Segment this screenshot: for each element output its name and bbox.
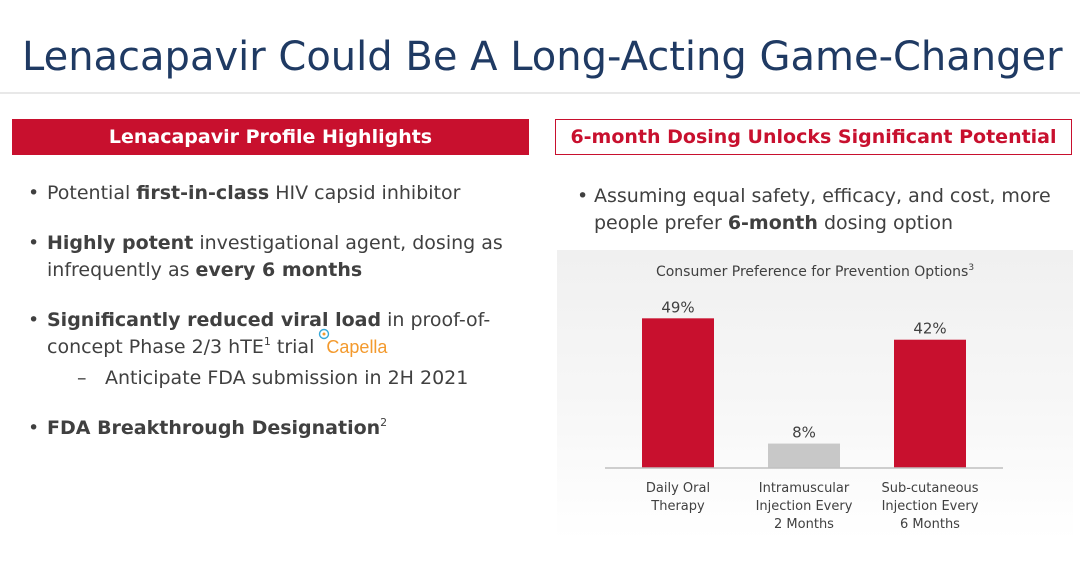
- bullet-bold-text: 6-month: [727, 212, 818, 234]
- profile-bullet-list: Potential first-in-class HIV capsid inhi…: [28, 180, 528, 465]
- bar: [768, 443, 840, 468]
- bullet-text: HIV capsid inhibitor: [269, 182, 461, 204]
- left-panel-header: Lenacapavir Profile Highlights: [12, 119, 529, 155]
- bullet-text: Potential: [47, 182, 137, 204]
- bullet-text: investigational agent, dosing as infrequ…: [47, 232, 503, 281]
- category-label: Injection Every: [882, 499, 979, 514]
- bullet-text: trial: [270, 336, 315, 358]
- footnote-marker: 1: [263, 335, 271, 348]
- bullet-breakthrough: FDA Breakthrough Designation2: [28, 415, 528, 442]
- bullet-bold-text: FDA Breakthrough Designation: [47, 417, 381, 439]
- category-label: 6 Months: [900, 517, 960, 532]
- page-title: Lenacapavir Could Be A Long-Acting Game-…: [22, 34, 1063, 80]
- sub-bullet-text: Anticipate FDA submission in 2H 2021: [105, 367, 469, 389]
- right-panel-header: 6-month Dosing Unlocks Significant Poten…: [555, 119, 1072, 155]
- bar: [894, 339, 966, 468]
- bullet-text: Assuming equal safety, efficacy, and cos…: [594, 185, 1051, 234]
- category-label: Injection Every: [756, 499, 853, 514]
- bullet-highly-potent: Highly potent investigational agent, dos…: [28, 230, 528, 284]
- bullet-viral-load: Significantly reduced viral load in proo…: [28, 307, 528, 392]
- footnote-marker: 2: [380, 416, 388, 429]
- capella-trial-logo: Capella: [319, 328, 388, 361]
- chart-title-footnote: 3: [968, 263, 974, 273]
- bullet-first-in-class: Potential first-in-class HIV capsid inhi…: [28, 180, 528, 207]
- category-label: Therapy: [650, 499, 705, 514]
- bullet-bold-text: first-in-class: [136, 182, 270, 204]
- preference-bar-chart: Consumer Preference for Prevention Optio…: [605, 263, 1003, 532]
- data-label: 8%: [792, 424, 816, 442]
- capella-logo-text: Capella: [326, 337, 388, 357]
- chart-panel: Consumer Preference for Prevention Optio…: [557, 250, 1073, 540]
- preference-bullet: Assuming equal safety, efficacy, and cos…: [577, 183, 1074, 237]
- chart-title: Consumer Preference for Prevention Optio…: [656, 263, 974, 280]
- title-divider: [0, 92, 1080, 94]
- capella-logo-icon: [319, 328, 330, 340]
- bullet-text: in proof-of-concept Phase 2/3 hTE: [47, 309, 491, 358]
- category-label: Sub-cutaneous: [881, 481, 978, 496]
- bullet-text: dosing option: [817, 212, 954, 234]
- category-label: 2 Months: [774, 517, 834, 532]
- category-label: Daily Oral: [646, 481, 710, 496]
- category-label: Intramuscular: [759, 481, 850, 496]
- data-label: 42%: [913, 320, 946, 338]
- bullet-bold-text: Significantly reduced viral load: [47, 309, 382, 331]
- bullet-bold-text: every 6 months: [195, 259, 363, 281]
- sub-bullet-fda-submission: Anticipate FDA submission in 2H 2021: [47, 365, 528, 392]
- data-label: 49%: [661, 298, 694, 316]
- bullet-bold-text: Highly potent: [47, 232, 194, 254]
- bar: [642, 318, 714, 468]
